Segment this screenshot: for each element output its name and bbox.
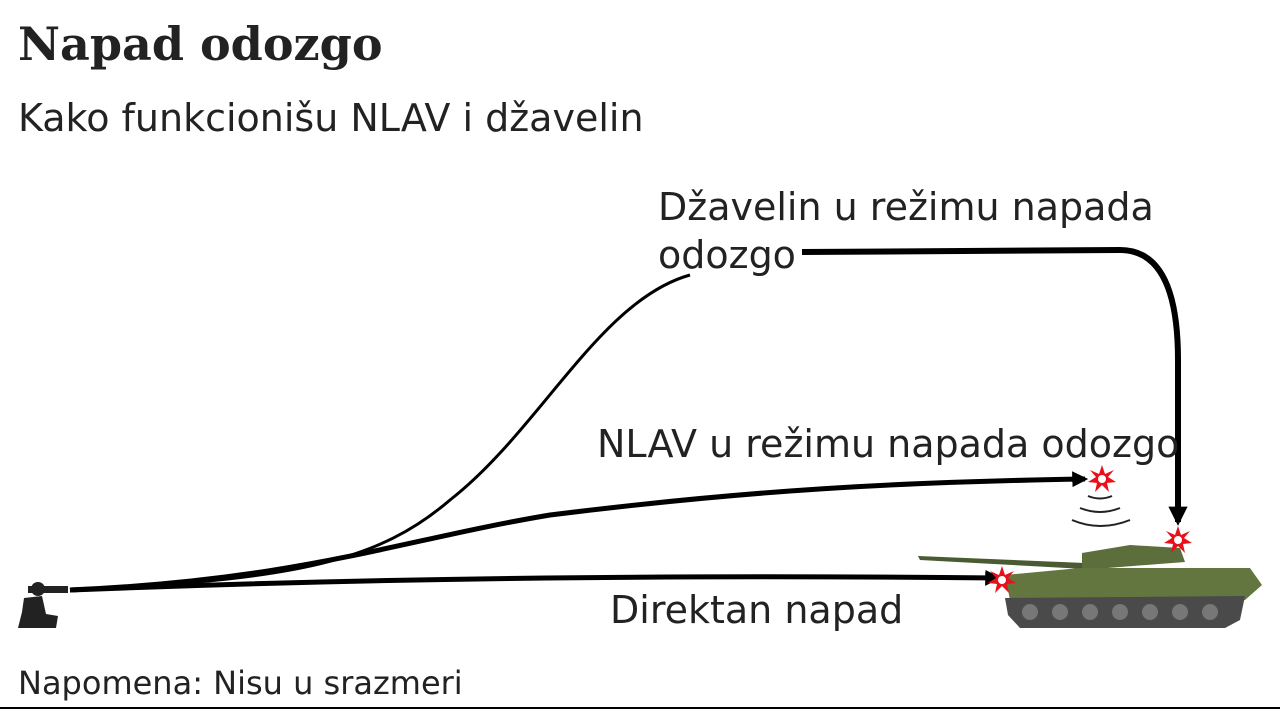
subtitle: Kako funkcionišu NLAV i džavelin bbox=[18, 96, 644, 140]
sensor-waves bbox=[1071, 495, 1131, 527]
javelin-arrow bbox=[801, 246, 1188, 526]
soldier-icon bbox=[18, 582, 68, 628]
title: Napad odozgo bbox=[18, 17, 383, 71]
impact bbox=[1088, 465, 1116, 492]
direct-arrow bbox=[69, 569, 1002, 593]
label: odozgo bbox=[658, 233, 796, 277]
label: Direktan napad bbox=[610, 588, 903, 632]
tank-icon bbox=[918, 545, 1262, 628]
nlav-arrow bbox=[69, 471, 1089, 593]
label: NLAV u režimu napada odozgo bbox=[597, 422, 1179, 466]
label: Džavelin u režimu napada bbox=[658, 185, 1154, 229]
note: Napomena: Nisu u srazmeri bbox=[18, 664, 463, 702]
